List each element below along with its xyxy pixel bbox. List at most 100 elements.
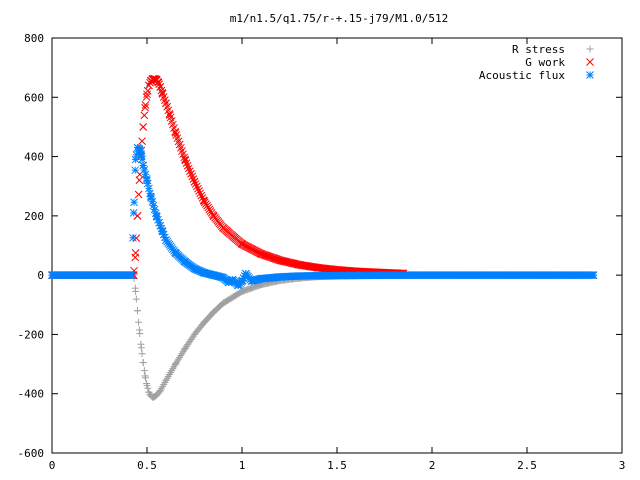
- series-r-stress: [48, 271, 597, 401]
- data-point: [195, 187, 203, 195]
- legend-label: R stress: [512, 43, 565, 56]
- data-point: [67, 271, 75, 279]
- data-point: [137, 151, 146, 159]
- data-point: [241, 269, 250, 278]
- data-point: [295, 260, 303, 269]
- data-point: [141, 103, 149, 112]
- data-point: [135, 176, 144, 185]
- data-point: [200, 268, 208, 277]
- data-point: [145, 184, 153, 193]
- data-point: [180, 346, 188, 354]
- data-point: [129, 209, 138, 217]
- legend-label: G work: [525, 56, 565, 69]
- y-tick-label: 800: [24, 32, 44, 45]
- data-point: [238, 277, 246, 285]
- data-point: [162, 99, 170, 108]
- data-point: [131, 249, 140, 257]
- data-point: [183, 161, 192, 170]
- data-point: [390, 271, 398, 279]
- series-g-work: [48, 75, 408, 279]
- data-point: [542, 271, 550, 279]
- data-point: [140, 111, 149, 120]
- data-point: [156, 387, 164, 395]
- data-point: [314, 271, 322, 280]
- data-point: [137, 344, 145, 352]
- x-tick-label: 1: [239, 459, 246, 472]
- y-tick-label: 400: [24, 151, 44, 164]
- data-point: [145, 81, 153, 90]
- legend-label: Acoustic flux: [479, 69, 565, 82]
- data-point: [141, 101, 150, 109]
- data-point: [135, 145, 144, 154]
- data-point: [139, 359, 147, 367]
- data-point: [156, 83, 165, 91]
- data-point: [276, 273, 284, 281]
- data-point: [131, 166, 140, 175]
- data-point: [428, 271, 436, 279]
- data-point: [219, 223, 227, 232]
- legend-marker: [586, 71, 594, 79]
- data-point: [192, 182, 201, 191]
- data-point: [234, 281, 243, 290]
- data-point: [314, 263, 322, 272]
- data-point: [105, 271, 113, 279]
- data-point: [200, 197, 208, 205]
- x-tick-label: 2.5: [517, 459, 537, 472]
- data-point: [139, 123, 148, 131]
- data-point: [209, 212, 218, 220]
- y-tick-label: -200: [18, 328, 45, 341]
- data-point: [129, 233, 137, 242]
- chart-title: m1/n1.5/q1.75/r-+.15-j79/M1.0/512: [230, 12, 449, 25]
- x-tick-label: 0.5: [137, 459, 157, 472]
- data-point: [276, 256, 284, 265]
- data-point: [162, 376, 170, 384]
- axes: 0 0.5 1 1.5 2 2.5 3 -600 -400 -200 0 200 400 600 800: [18, 32, 626, 472]
- series-layer: [48, 75, 598, 401]
- data-point: [295, 272, 303, 280]
- data-point: [133, 212, 142, 220]
- data-point: [145, 388, 153, 396]
- data-point: [162, 236, 170, 245]
- data-point: [135, 318, 143, 326]
- data-point: [154, 78, 163, 87]
- data-point: [131, 155, 140, 164]
- data-point: [86, 271, 94, 279]
- data-point: [181, 155, 189, 164]
- series-acoustic-flux: [48, 143, 598, 290]
- data-point: [158, 226, 167, 235]
- data-point: [132, 287, 140, 295]
- data-point: [210, 308, 217, 316]
- data-point: [143, 90, 151, 99]
- data-point: [504, 271, 512, 279]
- data-point: [194, 184, 202, 193]
- data-point: [200, 319, 208, 327]
- legend-marker: [586, 45, 594, 53]
- data-point: [238, 287, 246, 295]
- data-point: [140, 166, 149, 174]
- y-tick-label: 200: [24, 210, 44, 223]
- data-point: [135, 326, 143, 334]
- y-tick-label: 0: [37, 269, 44, 282]
- data-point: [257, 274, 265, 283]
- data-point: [140, 367, 148, 375]
- data-point: [257, 249, 265, 258]
- data-point: [171, 249, 180, 257]
- data-point: [197, 191, 206, 200]
- data-point: [187, 169, 195, 178]
- data-point: [466, 271, 474, 279]
- data-point: [130, 198, 138, 207]
- data-point: [589, 271, 598, 279]
- data-point: [127, 271, 136, 279]
- data-point: [142, 93, 151, 101]
- data-point: [190, 264, 199, 273]
- data-point: [138, 350, 146, 358]
- data-point: [189, 175, 198, 183]
- data-point: [141, 170, 150, 179]
- legend-marker: [586, 58, 594, 66]
- data-point: [172, 360, 179, 368]
- data-point: [134, 190, 143, 199]
- data-point: [165, 111, 174, 119]
- data-point: [190, 177, 199, 186]
